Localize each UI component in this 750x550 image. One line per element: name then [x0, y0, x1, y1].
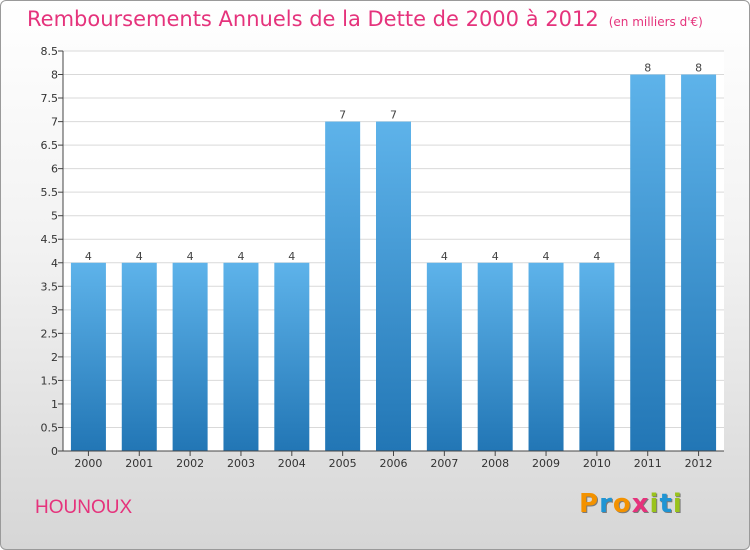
- data-label: 4: [237, 250, 244, 263]
- bar: [223, 262, 259, 451]
- bar: [681, 74, 717, 451]
- x-tick-label: 2001: [125, 457, 153, 470]
- brand-letter: x: [631, 489, 650, 519]
- bar: [376, 121, 411, 452]
- x-tick-label: 2010: [583, 457, 611, 470]
- data-label: 7: [390, 109, 397, 122]
- x-tick-label: 2011: [634, 457, 662, 470]
- y-tick-label: 5.5: [41, 186, 59, 199]
- data-label: 4: [85, 250, 92, 263]
- y-tick-label: 5: [51, 210, 58, 223]
- proxiti-logo: Proxiti: [579, 489, 683, 519]
- data-label: 4: [441, 250, 448, 263]
- data-label: 4: [492, 250, 499, 263]
- y-tick-label: 4.5: [41, 233, 59, 246]
- chart-unit: (en milliers d'€): [608, 15, 703, 29]
- x-tick-label: 2002: [176, 457, 204, 470]
- brand-letter: P: [579, 489, 600, 519]
- y-tick-label: 6: [51, 163, 58, 176]
- y-tick-label: 7: [51, 116, 58, 129]
- y-tick-label: 1: [51, 398, 58, 411]
- bar: [630, 74, 666, 451]
- brand-letter: i: [672, 489, 683, 519]
- data-label: 4: [136, 250, 143, 263]
- brand-letter: r: [599, 489, 613, 519]
- x-tick-label: 2007: [430, 457, 458, 470]
- brand-letter: o: [612, 489, 632, 519]
- x-tick-label: 2006: [380, 457, 408, 470]
- bar: [426, 262, 462, 451]
- bar: [325, 121, 361, 452]
- bar: [274, 262, 310, 451]
- bar: [172, 262, 208, 451]
- y-tick-label: 4: [51, 257, 58, 270]
- y-tick-label: 0.5: [41, 421, 59, 434]
- commune-name: HOUNOUX: [35, 497, 133, 518]
- bar: [121, 262, 157, 451]
- y-tick-label: 3.5: [41, 280, 59, 293]
- x-tick-label: 2003: [227, 457, 255, 470]
- bar: [579, 262, 615, 451]
- y-tick-label: 7.5: [41, 92, 59, 105]
- x-tick-label: 2009: [532, 457, 560, 470]
- data-label: 4: [187, 250, 194, 263]
- x-tick-label: 2012: [685, 457, 713, 470]
- data-label: 4: [288, 250, 295, 263]
- bar: [528, 262, 564, 451]
- data-label: 7: [339, 109, 346, 122]
- y-tick-label: 6.5: [41, 139, 59, 152]
- x-tick-label: 2000: [74, 457, 102, 470]
- x-tick-label: 2008: [481, 457, 509, 470]
- brand-letter: t: [659, 489, 673, 519]
- chart-title: Remboursements Annuels de la Dette de 20…: [27, 7, 599, 31]
- data-label: 8: [695, 62, 702, 75]
- data-label: 4: [543, 250, 550, 263]
- y-tick-label: 3: [51, 304, 58, 317]
- y-tick-label: 0: [51, 445, 58, 458]
- x-tick-label: 2005: [329, 457, 357, 470]
- y-tick-label: 8: [51, 69, 58, 82]
- y-tick-label: 2: [51, 351, 58, 364]
- x-tick-label: 2004: [278, 457, 306, 470]
- bar: [477, 262, 513, 451]
- brand-letter: i: [649, 489, 660, 519]
- data-label: 4: [593, 250, 600, 263]
- y-tick-label: 8.5: [41, 45, 59, 58]
- title-block: Remboursements Annuels de la Dette de 20…: [27, 7, 703, 31]
- data-label: 8: [644, 62, 651, 75]
- bar: [70, 262, 106, 451]
- y-tick-label: 1.5: [41, 374, 59, 387]
- y-tick-label: 2.5: [41, 327, 59, 340]
